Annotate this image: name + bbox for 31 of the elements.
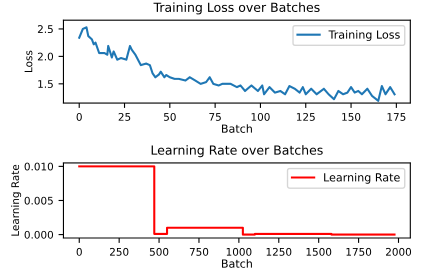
x-tick-label: 175: [388, 113, 406, 121]
y-axis-title: Loss: [24, 50, 32, 72]
legend-label: Learning Rate: [324, 172, 400, 184]
x-tick-label: 2000: [386, 248, 412, 256]
y-tick-label: 2.0: [38, 52, 54, 60]
x-tick-label: 1000: [226, 248, 252, 256]
y-tick-label: 0.005: [24, 196, 53, 205]
x-tick-label: 750: [190, 248, 208, 256]
x-tick-label: 100: [252, 112, 270, 121]
x-axis-title: Batch: [222, 259, 252, 268]
x-tick-label: 50: [164, 112, 176, 121]
x-tick-label: 75: [209, 113, 221, 121]
legend-label: Training Loss: [328, 30, 400, 41]
x-tick-label: 1500: [306, 248, 332, 256]
x-tick-label: 1750: [346, 248, 372, 256]
x-axis-title: Batch: [222, 124, 252, 133]
x-tick-label: 500: [150, 248, 168, 256]
y-axis-title: Learning Rate: [11, 164, 22, 236]
y-tick-label: 1.5: [38, 80, 53, 88]
x-tick-label: 0: [76, 248, 82, 256]
x-tick-label: 25: [118, 112, 130, 121]
x-tick-label: 150: [342, 112, 360, 121]
y-tick-label: 0.010: [24, 162, 54, 170]
x-tick-label: 125: [296, 112, 315, 121]
x-tick-label: 0: [76, 112, 82, 121]
chart-title: Training Loss over Batches: [154, 2, 320, 14]
x-tick-label: 250: [110, 248, 128, 256]
y-tick-label: 2.5: [38, 25, 53, 34]
y-tick-label: 0.000: [24, 230, 54, 239]
x-tick-label: 1250: [266, 248, 292, 256]
chart-title: Learning Rate over Batches: [152, 145, 323, 158]
